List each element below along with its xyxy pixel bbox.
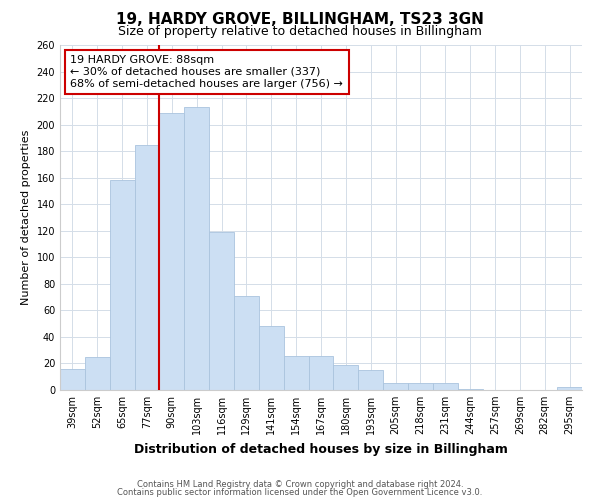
Bar <box>259 326 284 390</box>
Bar <box>60 369 85 390</box>
Bar <box>284 356 308 390</box>
Bar <box>160 112 184 390</box>
Text: Contains HM Land Registry data © Crown copyright and database right 2024.: Contains HM Land Registry data © Crown c… <box>137 480 463 489</box>
Bar <box>383 384 408 390</box>
Bar <box>557 388 582 390</box>
X-axis label: Distribution of detached houses by size in Billingham: Distribution of detached houses by size … <box>134 442 508 456</box>
Bar <box>184 108 209 390</box>
Bar <box>408 384 433 390</box>
Bar <box>433 384 458 390</box>
Y-axis label: Number of detached properties: Number of detached properties <box>21 130 31 305</box>
Bar <box>110 180 134 390</box>
Text: Size of property relative to detached houses in Billingham: Size of property relative to detached ho… <box>118 25 482 38</box>
Bar <box>234 296 259 390</box>
Bar <box>308 356 334 390</box>
Text: 19 HARDY GROVE: 88sqm
← 30% of detached houses are smaller (337)
68% of semi-det: 19 HARDY GROVE: 88sqm ← 30% of detached … <box>70 56 343 88</box>
Bar <box>85 357 110 390</box>
Text: 19, HARDY GROVE, BILLINGHAM, TS23 3GN: 19, HARDY GROVE, BILLINGHAM, TS23 3GN <box>116 12 484 28</box>
Text: Contains public sector information licensed under the Open Government Licence v3: Contains public sector information licen… <box>118 488 482 497</box>
Bar <box>134 144 160 390</box>
Bar <box>458 388 482 390</box>
Bar <box>209 232 234 390</box>
Bar <box>334 365 358 390</box>
Bar <box>358 370 383 390</box>
